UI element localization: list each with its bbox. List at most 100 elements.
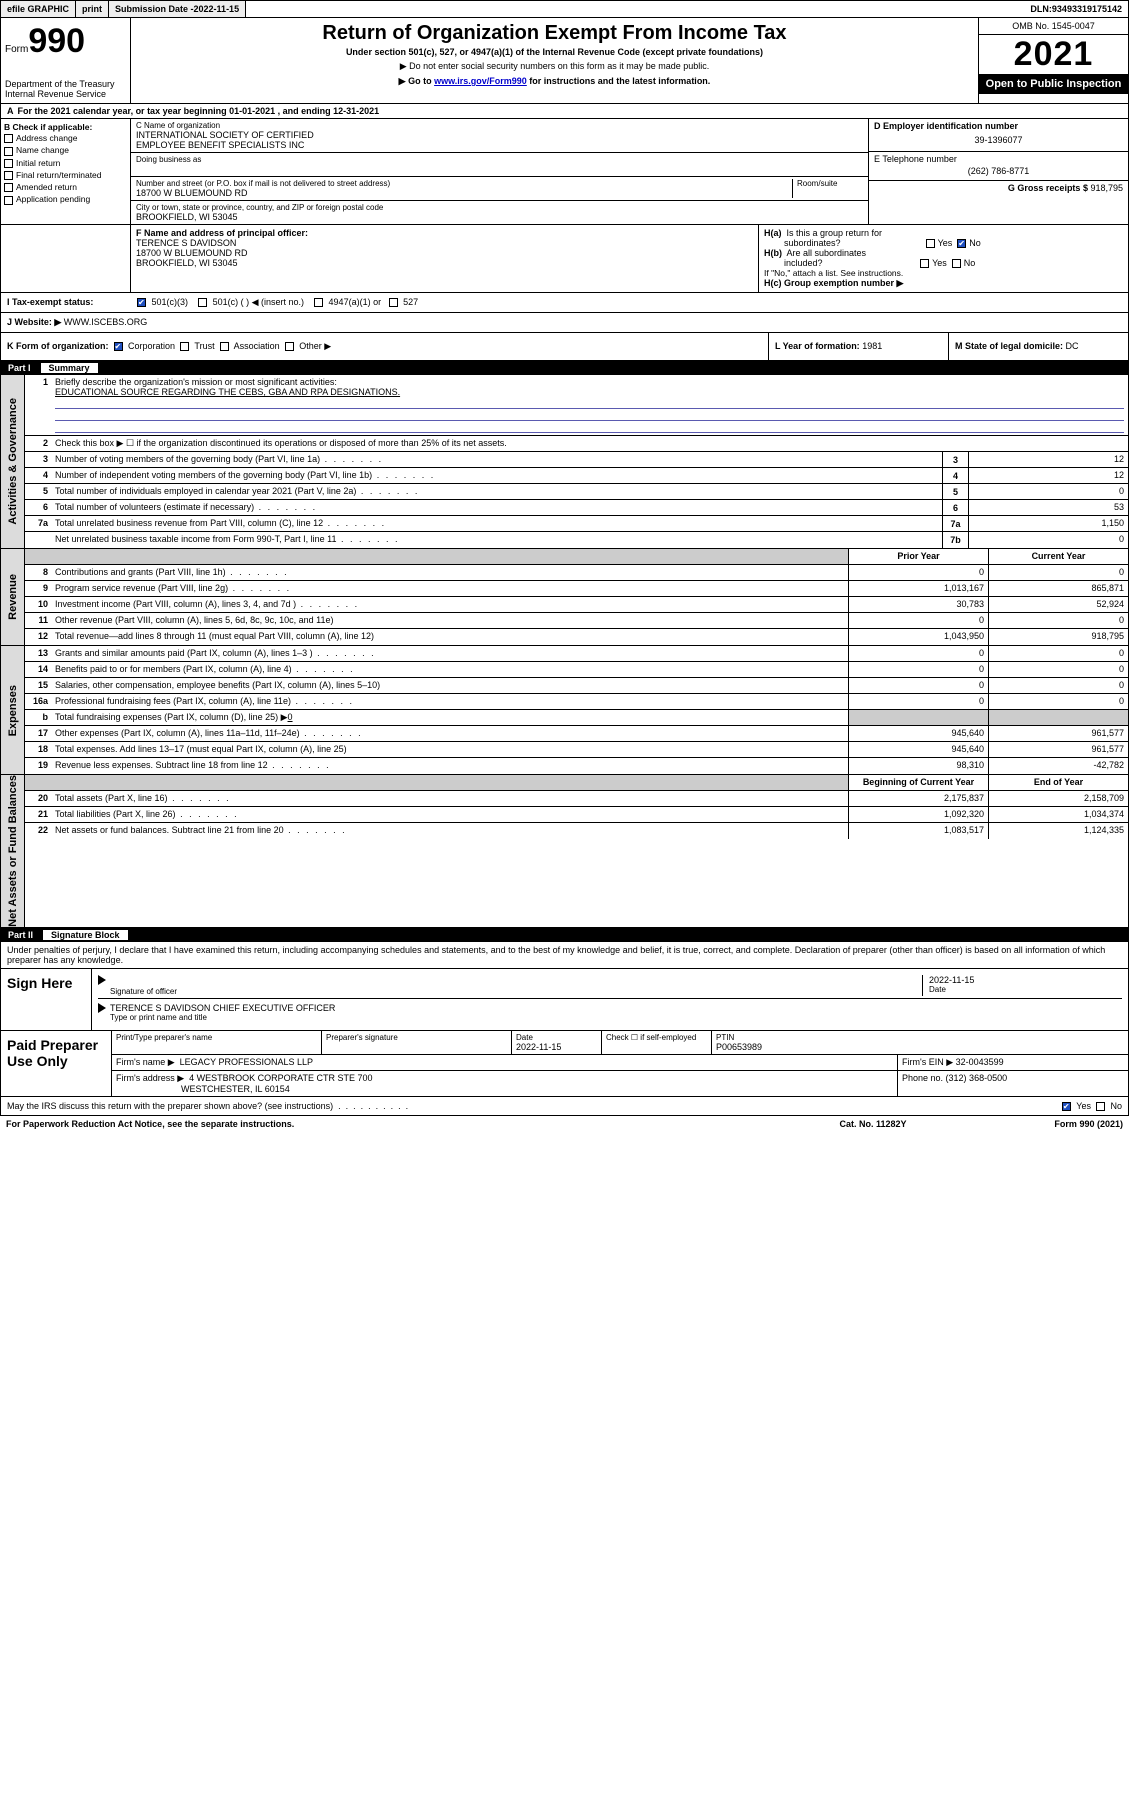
chk-501c3[interactable]: [137, 298, 146, 307]
line-5: Total number of individuals employed in …: [51, 484, 942, 499]
ha-line: H(a) Is this a group return for subordin…: [764, 228, 1123, 248]
f-label: F Name and address of principal officer:: [136, 228, 753, 238]
identity-block: B Check if applicable: Address change Na…: [0, 119, 1129, 225]
firm-ein: 32-0043599: [956, 1057, 1004, 1067]
part-i-header: Part I Summary: [0, 361, 1129, 375]
c-label: C Name of organization: [136, 121, 863, 130]
dept-treasury: Department of the TreasuryInternal Reven…: [5, 79, 126, 99]
ha-no[interactable]: [957, 239, 966, 248]
officer-addr2: BROOKFIELD, WI 53045: [136, 258, 753, 268]
form-header: Form990 Department of the TreasuryIntern…: [0, 18, 1129, 104]
val-7b: 0: [968, 532, 1128, 548]
line-j: J Website: ▶ WWW.ISCEBS.ORG: [0, 313, 1129, 333]
p9: 1,013,167: [848, 581, 988, 596]
hdr-eoy: End of Year: [988, 775, 1128, 790]
c14: 0: [988, 662, 1128, 677]
c9: 865,871: [988, 581, 1128, 596]
hdr-prior: Prior Year: [848, 549, 988, 564]
expenses-block: Expenses 13Grants and similar amounts pa…: [0, 646, 1129, 775]
line-i: I Tax-exempt status: 501(c)(3) 501(c) ( …: [0, 293, 1129, 313]
sig-date: 2022-11-15: [929, 975, 1122, 985]
footer-left: For Paperwork Reduction Act Notice, see …: [6, 1119, 773, 1129]
p21: 1,092,320: [848, 807, 988, 822]
tax-period: AFor the 2021 calendar year, or tax year…: [0, 104, 1129, 119]
print-button[interactable]: print: [76, 1, 109, 17]
chk-address-change[interactable]: [4, 134, 13, 143]
line-21: Total liabilities (Part X, line 26): [51, 807, 848, 822]
officer-addr1: 18700 W BLUEMOUND RD: [136, 248, 753, 258]
discuss-no[interactable]: [1096, 1102, 1105, 1111]
line-13: Grants and similar amounts paid (Part IX…: [51, 646, 848, 661]
p11: 0: [848, 613, 988, 628]
line-7a: Total unrelated business revenue from Pa…: [51, 516, 942, 531]
line-16b: Total fundraising expenses (Part IX, col…: [51, 710, 848, 725]
g-label: G Gross receipts $: [1008, 183, 1091, 193]
org-name-1: INTERNATIONAL SOCIETY OF CERTIFIED: [136, 130, 863, 140]
line-klm: K Form of organization: Corporation Trus…: [0, 333, 1129, 361]
chk-trust[interactable]: [180, 342, 189, 351]
chk-application-pending[interactable]: [4, 196, 13, 205]
dln: DLN: 93493319175142: [1024, 1, 1128, 17]
p20: 2,175,837: [848, 791, 988, 806]
d-label: D Employer identification number: [874, 121, 1123, 131]
c11: 0: [988, 613, 1128, 628]
room-label: Room/suite: [797, 179, 863, 188]
city-state-zip: BROOKFIELD, WI 53045: [136, 212, 863, 222]
part-ii-header: Part II Signature Block: [0, 928, 1129, 942]
form-subtitle-2: ▶ Do not enter social security numbers o…: [137, 61, 972, 72]
line-3: Number of voting members of the governin…: [51, 452, 942, 467]
chk-4947[interactable]: [314, 298, 323, 307]
discuss-yes[interactable]: [1062, 1102, 1071, 1111]
hb-no[interactable]: [952, 259, 961, 268]
section-b-checkboxes: B Check if applicable: Address change Na…: [1, 119, 131, 224]
line-1: Briefly describe the organization's miss…: [51, 375, 1128, 435]
line-18: Total expenses. Add lines 13–17 (must eq…: [51, 742, 848, 757]
c18: 961,577: [988, 742, 1128, 757]
discuss-line: May the IRS discuss this return with the…: [0, 1097, 1129, 1116]
chk-amended-return[interactable]: [4, 183, 13, 192]
c17: 961,577: [988, 726, 1128, 741]
ein: 39-1396077: [874, 131, 1123, 149]
chk-initial-return[interactable]: [4, 159, 13, 168]
c21: 1,034,374: [988, 807, 1128, 822]
pp-date: 2022-11-15: [516, 1042, 597, 1052]
chk-501c[interactable]: [198, 298, 207, 307]
irs-link[interactable]: www.irs.gov/Form990: [434, 76, 527, 86]
tax-year: 2021: [979, 35, 1128, 74]
line-17: Other expenses (Part IX, column (A), lin…: [51, 726, 848, 741]
p17: 945,640: [848, 726, 988, 741]
firm-phone: (312) 368-0500: [946, 1073, 1008, 1083]
ha-yes[interactable]: [926, 239, 935, 248]
officer-name-title: TERENCE S DAVIDSON CHIEF EXECUTIVE OFFIC…: [110, 1003, 1122, 1013]
line-19: Revenue less expenses. Subtract line 18 …: [51, 758, 848, 774]
p10: 30,783: [848, 597, 988, 612]
p14: 0: [848, 662, 988, 677]
val-3: 12: [968, 452, 1128, 467]
chk-corporation[interactable]: [114, 342, 123, 351]
addr-label: Number and street (or P.O. box if mail i…: [136, 179, 788, 188]
net-assets-block: Net Assets or Fund Balances Beginning of…: [0, 775, 1129, 928]
chk-name-change[interactable]: [4, 147, 13, 156]
chk-527[interactable]: [389, 298, 398, 307]
chk-final-return[interactable]: [4, 171, 13, 180]
top-toolbar: efile GRAPHIC print Submission Date - 20…: [0, 0, 1129, 18]
line-15: Salaries, other compensation, employee b…: [51, 678, 848, 693]
c12: 918,795: [988, 629, 1128, 645]
hb-yes[interactable]: [920, 259, 929, 268]
chk-other[interactable]: [285, 342, 294, 351]
line-8: Contributions and grants (Part VIII, lin…: [51, 565, 848, 580]
val-4: 12: [968, 468, 1128, 483]
firm-addr2: WESTCHESTER, IL 60154: [181, 1084, 290, 1094]
triangle-icon: [98, 975, 106, 985]
omb-number: OMB No. 1545-0047: [979, 18, 1128, 35]
chk-association[interactable]: [220, 342, 229, 351]
form-instructions-link: ▶ Go to www.irs.gov/Form990 for instruct…: [137, 76, 972, 87]
name-title-label: Type or print name and title: [110, 1013, 1122, 1022]
line-l: L Year of formation: 1981: [768, 333, 948, 360]
open-to-public: Open to Public Inspection: [979, 74, 1128, 94]
triangle-icon: [98, 1003, 106, 1013]
vtab-netassets: Net Assets or Fund Balances: [1, 775, 25, 927]
line-12: Total revenue—add lines 8 through 11 (mu…: [51, 629, 848, 645]
c10: 52,924: [988, 597, 1128, 612]
sig-officer-label: Signature of officer: [110, 987, 922, 996]
